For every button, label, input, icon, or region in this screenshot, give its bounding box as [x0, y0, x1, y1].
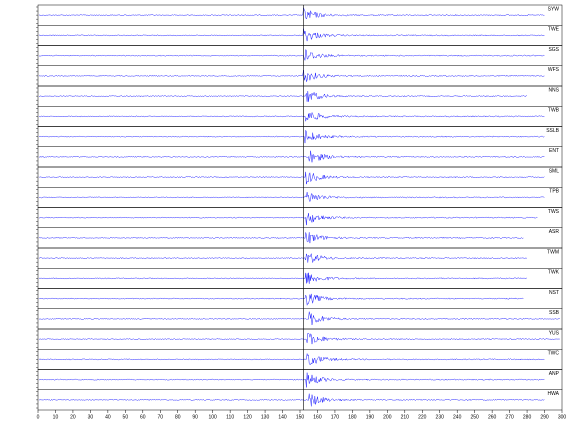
station-label: TWB [548, 108, 560, 114]
station-label: SML [549, 168, 560, 174]
station-label: SSLB [546, 128, 559, 134]
x-tick-label: 60 [140, 414, 146, 420]
station-label: TWS [548, 209, 560, 215]
x-tick-label: 300 [558, 414, 567, 420]
x-tick-label: 10 [53, 414, 59, 420]
waveform [38, 129, 545, 144]
x-tick-label: 280 [523, 414, 532, 420]
waveform [38, 232, 524, 244]
x-tick-label: 230 [436, 414, 445, 420]
x-tick-label: 180 [348, 414, 357, 420]
station-label: WFS [548, 67, 560, 73]
x-tick-label: 190 [366, 414, 375, 420]
waveform [38, 91, 527, 102]
x-tick-label: 0 [37, 414, 40, 420]
x-tick-label: 140 [278, 414, 287, 420]
x-tick-label: 70 [157, 414, 163, 420]
x-tick-label: 30 [88, 414, 94, 420]
x-tick-label: 200 [383, 414, 392, 420]
station-label: NST [549, 290, 559, 296]
waveform [38, 332, 560, 345]
station-label: TWM [547, 249, 559, 255]
x-tick-label: 210 [401, 414, 410, 420]
waveform [38, 253, 528, 263]
x-tick-label: 20 [70, 414, 76, 420]
station-label: SGS [548, 47, 559, 53]
waveform [38, 7, 545, 20]
waveform [38, 69, 545, 83]
x-tick-label: 290 [540, 414, 549, 420]
x-tick-label: 170 [331, 414, 340, 420]
x-tick-label: 250 [470, 414, 479, 420]
waveform [38, 293, 524, 306]
station-label: ASR [549, 229, 560, 235]
waveform [38, 171, 545, 185]
station-label: HWA [548, 391, 560, 397]
x-tick-label: 100 [208, 414, 217, 420]
station-label: ENT [549, 148, 559, 154]
waveform [38, 311, 560, 325]
x-tick-label: 110 [226, 414, 234, 420]
waveform [38, 111, 545, 122]
station-label: TWK [548, 270, 560, 276]
station-label: TWC [548, 351, 560, 357]
station-label: TPB [549, 189, 559, 195]
waveform [38, 213, 538, 226]
waveform [39, 48, 545, 62]
station-label: SSB [549, 310, 560, 316]
x-tick-label: 90 [192, 414, 198, 420]
waveform [39, 28, 545, 42]
waveform [38, 353, 545, 365]
x-tick-label: 120 [243, 414, 252, 420]
station-label: YUS [549, 330, 560, 336]
x-tick-label: 160 [313, 414, 322, 420]
waveform [39, 393, 545, 407]
x-tick-label: 80 [175, 414, 181, 420]
waveform [39, 272, 527, 284]
x-tick-label: 130 [261, 414, 270, 420]
x-tick-label: 50 [123, 414, 129, 420]
waveform [38, 372, 545, 388]
x-tick-label: 260 [488, 414, 497, 420]
waveform [38, 150, 545, 163]
station-label: TWE [548, 27, 560, 33]
station-label: ANP [549, 371, 560, 377]
waveform [38, 192, 545, 203]
station-label: SYW [548, 6, 560, 12]
x-tick-label: 220 [418, 414, 427, 420]
x-tick-label: 240 [453, 414, 462, 420]
x-tick-label: 40 [105, 414, 111, 420]
x-tick-label: 150 [296, 414, 305, 420]
station-label: NNS [548, 87, 559, 93]
x-tick-label: 270 [505, 414, 514, 420]
